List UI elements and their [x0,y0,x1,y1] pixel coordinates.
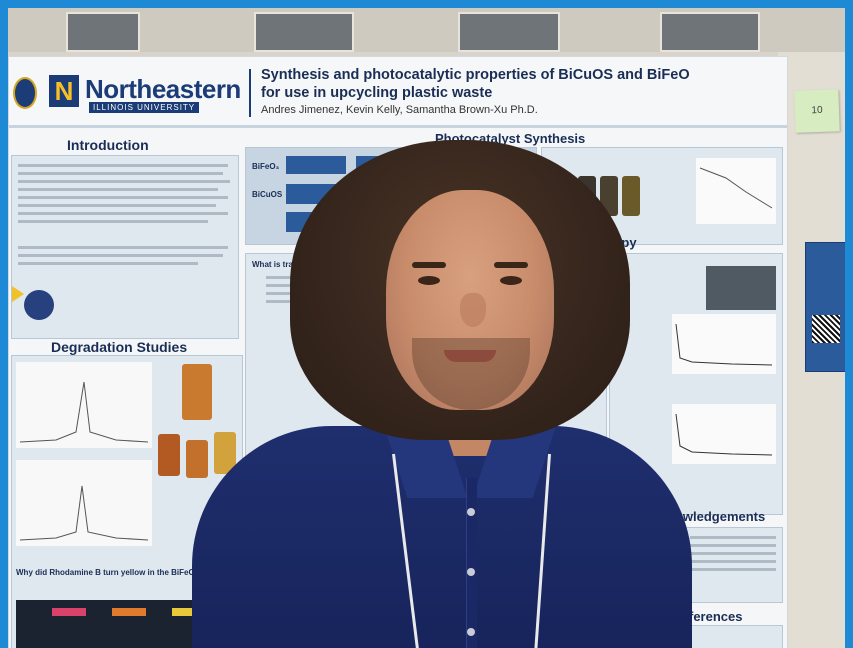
text-line [690,560,776,563]
color-swatch [52,608,86,616]
section-heading-degradation: Degradation Studies [51,339,188,355]
synthesis-label-bicuos: BiCuOS [252,190,283,199]
color-swatch [112,608,146,616]
kinetics-plot [672,314,776,374]
rhodamine-question: Why did Rhodamine B turn yellow in the B… [16,568,217,577]
synthesis-plot [696,158,776,224]
ceiling-window [254,12,354,52]
university-seal-icon [13,77,37,109]
plot-background [696,158,776,224]
shirt-button [467,508,475,516]
kinetics-curve [675,323,773,366]
sample-vial [214,432,236,474]
degradation-panel: Why did Rhodamine B turn yellow in the B… [11,355,243,648]
introduction-panel [11,155,239,339]
text-line [18,212,228,215]
absorbance-curve [19,485,149,541]
color-swatch [172,608,206,616]
synthesis-step-box [286,156,346,174]
text-line [18,246,228,249]
absorbance-curve [19,381,149,443]
university-subtitle: ILLINOIS UNIVERSITY [89,102,200,113]
ceiling-window [458,12,560,52]
text-line [18,196,228,199]
spectroscopy-panel [609,253,783,515]
poster-authors: Andres Jimenez, Kevin Kelly, Samantha Br… [261,104,538,116]
university-name: Northeastern [85,74,241,104]
poster-banner: N Northeastern ILLINOIS UNIVERSITY Synth… [9,57,787,128]
text-line [18,188,218,191]
ceiling-window [660,12,760,52]
shirt-placket [466,478,477,648]
kinetics-curve [675,413,773,456]
text-line [690,568,776,571]
sample-vial [158,434,180,476]
text-line [18,204,216,207]
sample-vial [182,364,212,420]
poster-title-line-2: for use in upcycling plastic waste [261,85,493,101]
text-line [690,536,776,539]
synthesis-label-bifeo3: BiFeO₃ [252,162,280,171]
text-line [18,262,198,265]
product-vial [622,176,640,216]
shirt-button [467,568,475,576]
kinetics-plot [672,404,776,464]
text-line [18,172,223,175]
text-line [690,544,776,547]
plot-background [16,362,152,448]
qr-code-icon [812,315,840,343]
right-eye [500,276,522,285]
text-line [18,220,208,223]
text-line [18,180,230,183]
sample-vial [186,440,208,478]
section-heading-acknowledgements: nowledgements [667,509,766,524]
section-heading-introduction: Introduction [67,137,149,153]
plot-curve [699,167,773,209]
instrument-photo [706,266,776,310]
adjacent-poster-flyer [805,242,845,372]
university-logo-icon: N [49,75,79,107]
text-line [18,254,223,257]
light-icon [12,286,24,302]
text-line [690,552,776,555]
photocatalyst-sphere-icon [24,290,54,320]
photograph: N Northeastern ILLINOIS UNIVERSITY Synth… [8,8,845,648]
poster-title-line-1: Synthesis and photocatalytic properties … [261,67,690,83]
left-eye [418,276,440,285]
right-eyebrow [494,262,528,268]
text-line [18,164,228,167]
absorbance-plot [16,362,152,448]
left-eyebrow [412,262,446,268]
ceiling [8,8,845,52]
person-smile [444,350,496,362]
section-heading-references: ferences [689,609,743,624]
ceiling-window [66,12,140,52]
sticky-note: 10 [794,89,840,133]
shirt-button [467,628,475,636]
person-nose [460,293,486,327]
absorbance-plot [16,460,152,546]
banner-divider [249,69,251,117]
